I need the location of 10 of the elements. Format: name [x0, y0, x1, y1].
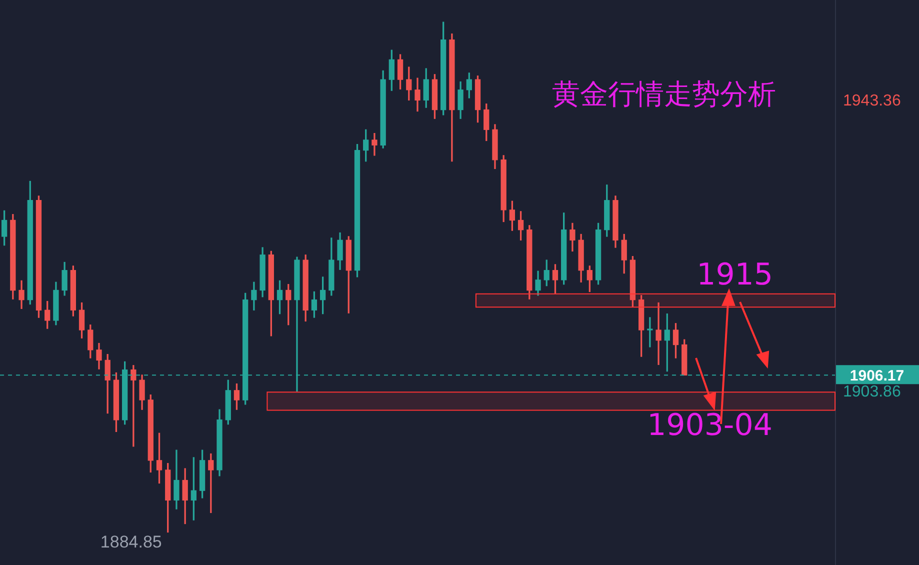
ref-line-label: 1906.17 — [850, 367, 904, 384]
annotation: 1884.85 — [100, 532, 162, 552]
text: 黄金行情走势分析 — [552, 77, 776, 110]
candlestick — [647, 317, 653, 348]
candlestick — [656, 302, 662, 365]
band-label: 1915 — [696, 258, 773, 293]
candlestick — [372, 133, 378, 156]
y-tick-label: 1943.36 — [843, 92, 901, 110]
candlestick — [130, 365, 136, 447]
y-tick-label: 1903.86 — [843, 384, 901, 401]
